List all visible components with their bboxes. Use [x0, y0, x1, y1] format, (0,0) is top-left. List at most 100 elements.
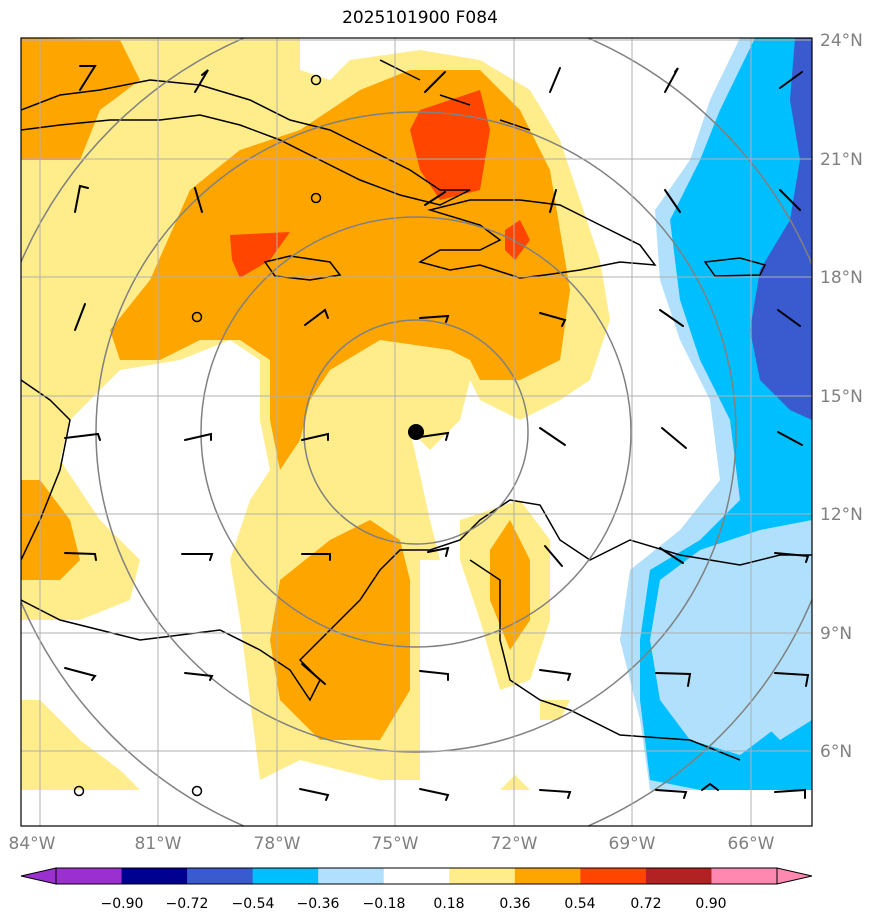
colorbar-cell — [187, 868, 254, 884]
colorbar-cell — [318, 868, 385, 884]
wind-barb — [539, 789, 572, 799]
calm-markers — [73, 74, 322, 797]
wind-barbs — [64, 65, 810, 801]
colorbar-cell — [580, 868, 647, 884]
lon-label: 78°W — [254, 834, 301, 854]
range-ring-1 — [303, 319, 529, 545]
calm-marker — [191, 311, 203, 323]
wind-barb — [539, 427, 566, 446]
wind-barb — [549, 189, 557, 213]
map-title: 2025101900 F084 — [342, 8, 498, 28]
colorbar-tick-label: −0.90 — [101, 896, 144, 912]
wind-barb — [779, 189, 801, 211]
wind-barb — [74, 184, 89, 213]
field-light-blue-inner — [740, 590, 812, 740]
lat-label: 24°N — [820, 31, 863, 51]
wind-barb — [655, 789, 688, 799]
wind-barb — [544, 545, 563, 567]
coastline-south-america-interior — [469, 559, 741, 761]
coastline-hispaniola — [418, 199, 657, 279]
wind-barb — [655, 672, 692, 687]
lat-label: 18°N — [820, 268, 863, 288]
calm-marker — [310, 192, 322, 204]
coastline-central-america — [21, 379, 71, 561]
field-red-east — [505, 220, 530, 260]
calm-marker — [73, 785, 85, 797]
wind-barb — [64, 432, 101, 441]
colorbar-tick-label: −0.54 — [232, 896, 275, 912]
coastline-jamaica — [263, 255, 342, 281]
lon-label: 81°W — [135, 834, 182, 854]
wind-barb — [419, 431, 450, 441]
wind-barb — [301, 432, 329, 441]
colorbar-tick-label: −0.18 — [363, 896, 406, 912]
lat-label: 21°N — [820, 150, 863, 170]
wind-barb — [64, 552, 97, 561]
lat-axis-labels: 24°N 21°N 18°N 15°N 12°N 9°N 6°N — [820, 31, 863, 762]
wind-barb — [661, 427, 687, 449]
coastline-bahamas — [379, 59, 531, 131]
wind-barb — [779, 71, 803, 89]
calm-marker — [191, 785, 203, 797]
coastline-cuba — [21, 79, 471, 206]
lat-label: 6°N — [820, 742, 852, 762]
field-red-west — [230, 232, 290, 278]
wind-barb — [301, 553, 331, 561]
wind-barb — [774, 552, 810, 563]
wind-barb — [664, 67, 679, 93]
wind-barb — [184, 432, 212, 441]
field-light-yellow-small — [500, 775, 530, 790]
map-fields — [21, 38, 812, 790]
wind-barb — [419, 670, 449, 681]
colorbar-cell — [645, 868, 712, 884]
wind-barb — [659, 309, 684, 327]
field-sky-blue-east — [640, 38, 812, 790]
lon-label: 66°W — [728, 834, 775, 854]
colorbar-tick-label: 0.90 — [695, 896, 726, 912]
colorbar-extend-right — [776, 867, 813, 885]
wind-barb — [194, 69, 209, 93]
range-ring-2 — [200, 216, 632, 648]
map-frame — [20, 37, 813, 827]
wind-barb — [424, 71, 446, 93]
wind-barb — [74, 303, 86, 331]
colorbar-tick-label: 0.54 — [564, 896, 595, 912]
field-light-yellow-sw — [21, 700, 140, 790]
field-red-north — [410, 90, 490, 200]
wind-barb — [659, 547, 684, 564]
colorbar-cell — [514, 868, 581, 884]
wind-barb — [539, 312, 567, 327]
colorbar-cell — [383, 868, 450, 884]
colorbar-tick-label: 0.72 — [630, 896, 661, 912]
colorbar-tick-label: −0.36 — [297, 896, 340, 912]
field-light-yellow-south — [540, 700, 570, 720]
coastline-puerto-rico — [703, 257, 767, 277]
colorbar-cell — [56, 868, 123, 884]
lat-label: 15°N — [820, 387, 863, 407]
wind-barb — [299, 788, 330, 801]
wind-barb — [419, 788, 450, 801]
wind-barb — [79, 65, 97, 91]
calm-marker — [310, 74, 322, 86]
field-orange-main — [21, 38, 140, 160]
colorbar-cell — [252, 868, 319, 884]
wind-barb — [181, 553, 214, 561]
colorbar-tick-label: 0.18 — [433, 896, 464, 912]
wind-barb — [424, 191, 446, 206]
wind-barb — [194, 187, 203, 213]
wind-barb — [549, 67, 561, 93]
wind-barb — [301, 663, 326, 685]
field-orange-west — [21, 480, 80, 580]
lat-label: 9°N — [820, 624, 852, 644]
lon-label: 69°W — [609, 834, 656, 854]
wind-barb — [777, 431, 803, 446]
wind-barb — [701, 782, 719, 791]
lat-label: 12°N — [820, 505, 863, 525]
colorbar-extend-left — [20, 867, 57, 885]
wind-barb — [664, 189, 681, 213]
colorbar: −0.90 −0.72 −0.54 −0.36 −0.18 0.18 0.36 … — [20, 867, 813, 912]
gridlines — [21, 38, 812, 826]
wind-barb — [64, 667, 97, 681]
wind-barb — [304, 308, 329, 326]
